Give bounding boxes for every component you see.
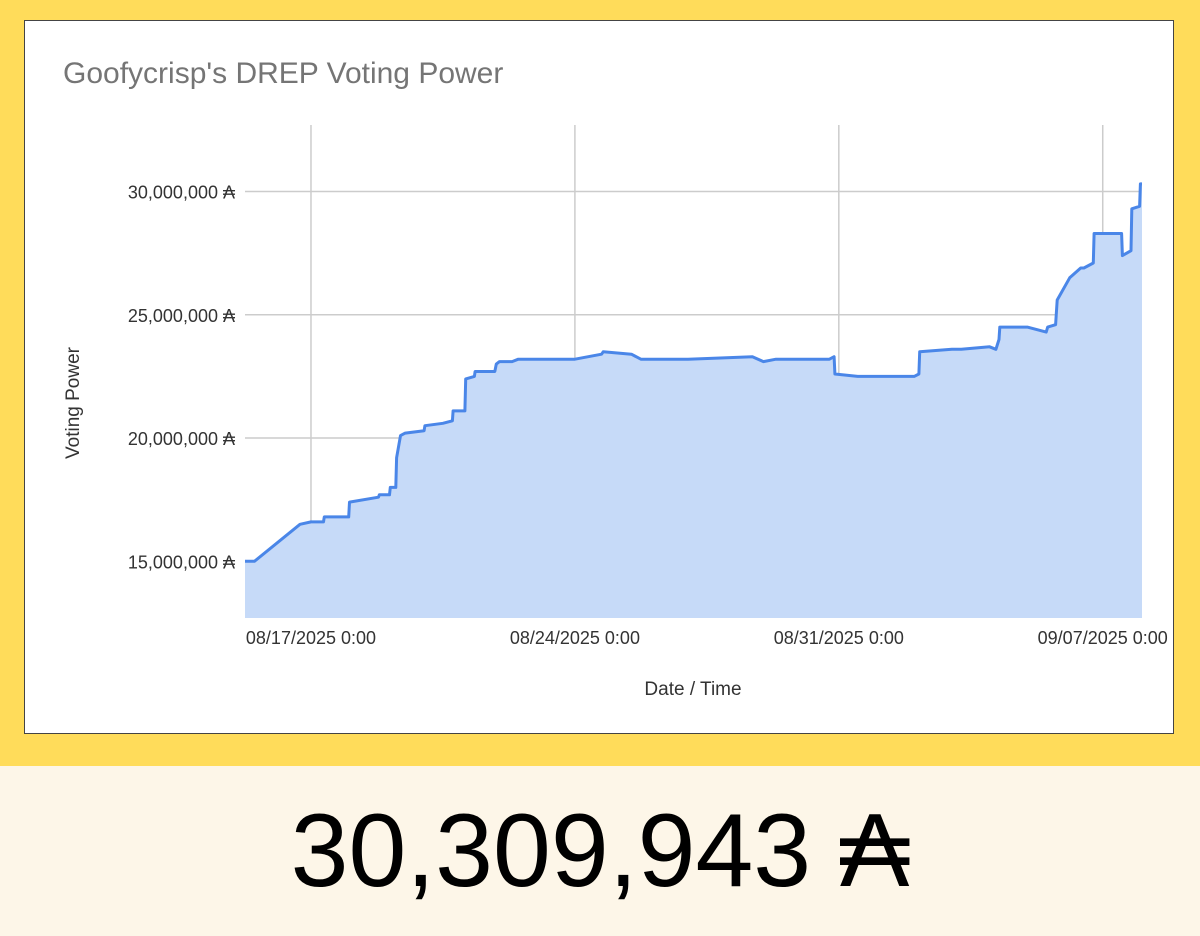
voting-power-area (245, 183, 1142, 618)
yellow-frame: Goofycrisp's DREP Voting Power 15,000,00… (0, 0, 1200, 766)
x-tick-label: 09/07/2025 0:00 (1038, 628, 1168, 648)
voting-power-line (245, 182, 1142, 563)
y-tick-label: 15,000,000 ₳ (128, 552, 236, 572)
x-tick-label: 08/31/2025 0:00 (774, 628, 904, 648)
y-axis-title: Voting Power (63, 346, 84, 459)
y-tick-label: 20,000,000 ₳ (128, 429, 236, 449)
x-tick-label: 08/24/2025 0:00 (510, 628, 640, 648)
axis-ticks: 15,000,000 ₳ 20,000,000 ₳ 25,000,000 ₳ 30,0… (128, 183, 1168, 648)
chart-title: Goofycrisp's DREP Voting Power (63, 57, 504, 90)
x-tick-label: 08/17/2025 0:00 (246, 628, 376, 648)
voting-power-chart: 15,000,000 ₳ 20,000,000 ₳ 25,000,000 ₳ 30,0… (63, 125, 1168, 700)
total-banner: 30,309,943 ₳ (0, 766, 1200, 936)
y-tick-label: 25,000,000 ₳ (128, 306, 236, 326)
total-voting-power: 30,309,943 ₳ (290, 793, 910, 909)
chart-card: Goofycrisp's DREP Voting Power 15,000,00… (24, 20, 1174, 734)
x-axis-title: Date / Time (644, 679, 741, 700)
y-tick-label: 30,000,000 ₳ (128, 183, 236, 203)
